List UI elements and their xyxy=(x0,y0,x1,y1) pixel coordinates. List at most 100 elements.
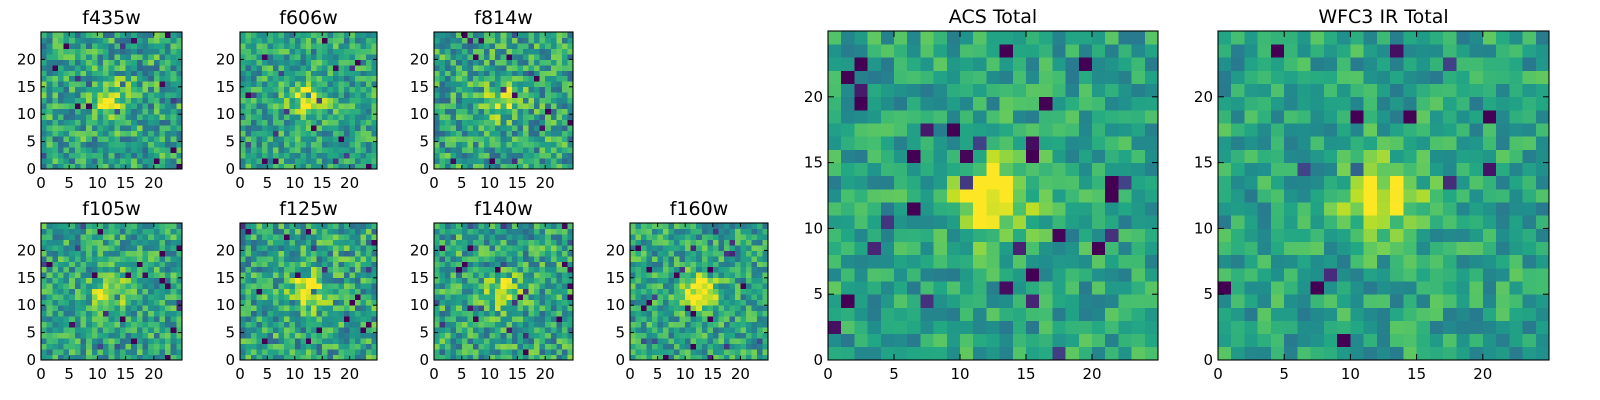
heatmap-cell xyxy=(539,272,546,279)
heatmap-cell xyxy=(707,299,714,306)
heatmap-cell xyxy=(360,48,367,55)
heatmap-cell xyxy=(534,97,541,104)
heatmap-cell xyxy=(528,228,535,235)
heatmap-cell xyxy=(528,42,535,49)
heatmap-cell xyxy=(322,163,329,170)
heatmap-cell xyxy=(278,299,285,306)
heatmap-cell xyxy=(355,327,361,333)
heatmap-cell xyxy=(511,130,518,137)
heatmap-cell xyxy=(278,37,285,44)
heatmap-cell xyxy=(500,321,507,328)
y-tick-label: 10 xyxy=(17,296,36,314)
heatmap-cell xyxy=(506,223,513,229)
heatmap-cell xyxy=(539,266,546,273)
heatmap-cell xyxy=(300,266,307,273)
heatmap-cell xyxy=(506,136,513,142)
heatmap-cell xyxy=(657,288,664,295)
heatmap-cell xyxy=(1092,228,1106,242)
heatmap-cell xyxy=(256,283,263,290)
heatmap-cell xyxy=(478,299,485,306)
heatmap-cell xyxy=(500,272,507,279)
heatmap-cell xyxy=(478,327,485,333)
heatmap-cell xyxy=(136,310,143,317)
heatmap-cell xyxy=(165,81,172,88)
heatmap-cell xyxy=(283,119,290,126)
heatmap-cell xyxy=(734,338,741,344)
heatmap-cell xyxy=(652,338,658,344)
heatmap-cell xyxy=(131,239,138,246)
heatmap-cell xyxy=(176,332,183,339)
heatmap-cell xyxy=(756,272,763,279)
heatmap-cell xyxy=(489,37,496,44)
heatmap-cell xyxy=(1026,320,1040,335)
heatmap-cell xyxy=(159,147,166,153)
heatmap-cell xyxy=(80,299,87,306)
heatmap-cell xyxy=(148,86,155,93)
heatmap-cell xyxy=(511,75,518,82)
heatmap-cell xyxy=(165,349,172,355)
heatmap-cell xyxy=(1039,307,1053,321)
heatmap-cell xyxy=(933,241,948,256)
heatmap-cell xyxy=(148,250,155,257)
heatmap-cell xyxy=(86,141,93,148)
heatmap-cell xyxy=(567,233,574,240)
heatmap-cell xyxy=(267,228,274,235)
heatmap-cell xyxy=(439,288,446,295)
heatmap-cell xyxy=(283,163,290,170)
heatmap-cell xyxy=(316,147,323,153)
heatmap-cell xyxy=(256,136,263,142)
heatmap-cell xyxy=(674,244,681,251)
heatmap-cell xyxy=(690,283,697,290)
heatmap-cell xyxy=(344,250,350,257)
heatmap-cell xyxy=(327,130,334,137)
heatmap-cell xyxy=(751,338,758,344)
heatmap-cell xyxy=(751,305,758,312)
heatmap-cell xyxy=(136,338,143,344)
heatmap-cell xyxy=(751,266,758,273)
heatmap-cell xyxy=(461,103,468,110)
heatmap-cell xyxy=(854,202,868,216)
heatmap-cell xyxy=(41,343,48,350)
heatmap-cell xyxy=(707,332,714,339)
heatmap-cell xyxy=(148,147,155,153)
heatmap-cell xyxy=(740,223,747,229)
heatmap-cell xyxy=(841,320,855,335)
heatmap-cell xyxy=(245,108,252,115)
heatmap-cell xyxy=(478,70,485,77)
heatmap-cell xyxy=(500,294,507,301)
heatmap-cell xyxy=(450,147,457,153)
heatmap-cell xyxy=(467,228,474,235)
heatmap-cell xyxy=(880,215,895,229)
heatmap-cell xyxy=(80,108,87,115)
heatmap-cell xyxy=(349,272,356,279)
heatmap-cell xyxy=(103,152,110,159)
heatmap-cell xyxy=(349,152,356,159)
heatmap-cell xyxy=(439,75,446,82)
heatmap-cell xyxy=(517,272,524,279)
heatmap-cell xyxy=(108,294,115,301)
heatmap-cell xyxy=(434,338,440,344)
heatmap-cell xyxy=(500,338,507,344)
heatmap-cell xyxy=(495,147,502,153)
heatmap-cell xyxy=(556,261,563,268)
heatmap-cell xyxy=(91,59,98,66)
heatmap-cell xyxy=(57,228,64,235)
heatmap-cell xyxy=(256,163,263,170)
heatmap-cell xyxy=(652,283,658,290)
heatmap-cell xyxy=(561,299,568,306)
heatmap-cell xyxy=(119,305,126,312)
x-tick-label: 5 xyxy=(457,174,467,192)
heatmap-cell xyxy=(46,316,53,323)
heatmap-cell xyxy=(278,108,285,115)
heatmap-cell xyxy=(165,223,172,229)
heatmap-cell xyxy=(690,255,697,262)
heatmap-cell xyxy=(267,152,274,159)
heatmap-cell xyxy=(245,86,252,93)
heatmap-cell xyxy=(506,130,513,137)
heatmap-cell xyxy=(86,147,93,153)
heatmap-cell xyxy=(136,261,143,268)
heatmap-cell xyxy=(1065,202,1080,216)
heatmap-cell xyxy=(489,163,496,170)
heatmap-cell xyxy=(828,333,842,348)
heatmap-cell xyxy=(131,141,138,148)
